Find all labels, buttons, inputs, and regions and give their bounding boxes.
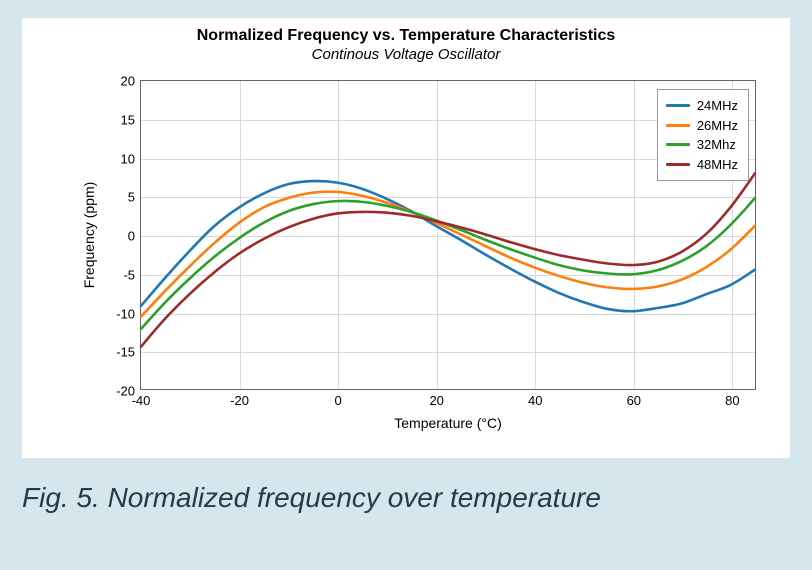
y-tick-label: -15 (116, 345, 135, 360)
series-line (141, 173, 755, 346)
x-tick-label: -40 (132, 393, 151, 408)
chart-card: Normalized Frequency vs. Temperature Cha… (22, 18, 790, 458)
legend-swatch (666, 104, 690, 107)
figure-caption: Fig. 5. Normalized frequency over temper… (22, 458, 790, 514)
figure-container: Normalized Frequency vs. Temperature Cha… (0, 0, 812, 570)
y-tick-label: -10 (116, 306, 135, 321)
legend-item: 48MHz (666, 155, 738, 175)
y-tick-label: 10 (121, 151, 135, 166)
chart-titles: Normalized Frequency vs. Temperature Cha… (22, 18, 790, 65)
y-tick-label: 0 (128, 229, 135, 244)
legend-swatch (666, 143, 690, 146)
legend-label: 24MHz (697, 96, 738, 116)
legend-label: 48MHz (697, 155, 738, 175)
legend-swatch (666, 163, 690, 166)
x-axis-label: Temperature (°C) (394, 415, 502, 431)
x-tick-label: 0 (334, 393, 341, 408)
x-tick-label: 80 (725, 393, 739, 408)
series-line (141, 198, 755, 329)
chart-subtitle: Continous Voltage Oscillator (22, 46, 790, 65)
legend-item: 32Mhz (666, 135, 738, 155)
y-tick-label: 5 (128, 190, 135, 205)
legend-label: 32Mhz (697, 135, 736, 155)
y-tick-label: 15 (121, 112, 135, 127)
y-axis-label: Frequency (ppm) (81, 182, 97, 289)
legend-item: 26MHz (666, 116, 738, 136)
chart-legend: 24MHz26MHz32Mhz48MHz (657, 89, 749, 181)
series-line (141, 181, 755, 311)
legend-item: 24MHz (666, 96, 738, 116)
y-tick-label: 20 (121, 74, 135, 89)
plot-area: Frequency (ppm) Temperature (°C) 24MHz26… (140, 80, 756, 390)
legend-label: 26MHz (697, 116, 738, 136)
legend-swatch (666, 124, 690, 127)
x-tick-label: 20 (429, 393, 443, 408)
y-tick-label: -5 (123, 267, 135, 282)
chart-title: Normalized Frequency vs. Temperature Cha… (22, 26, 790, 46)
x-tick-label: 60 (627, 393, 641, 408)
x-tick-label: 40 (528, 393, 542, 408)
x-tick-label: -20 (230, 393, 249, 408)
